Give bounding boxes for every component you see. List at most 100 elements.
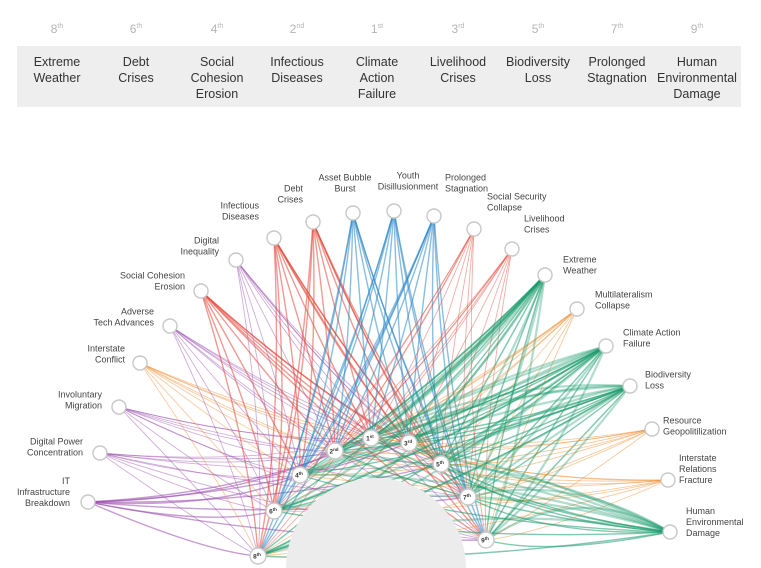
link-bundle-ew-rank-6: [273, 274, 546, 513]
outer-node-label-hed: Human Environmental Damage: [686, 506, 744, 538]
link-dc-to-rank-3: [312, 221, 410, 444]
link-bundle-hed-rank-5: [440, 462, 671, 533]
link-rg-to-rank-7: [467, 428, 653, 498]
link-dpc-to-rank-2: [99, 450, 336, 463]
link-ic-to-rank-2: [139, 362, 336, 452]
inner-node-rank-label: 2nd: [329, 447, 338, 456]
header-rank-4: 2nd: [289, 22, 305, 36]
link-dpc-to-rank-8: [99, 452, 259, 557]
header-label-row: Extreme Weather Debt Crises Social Cohesio…: [17, 46, 741, 107]
link-ssc-to-rank-9: [470, 228, 487, 541]
link-bundle-bl-rank-6: [273, 384, 631, 513]
header-rank-8: 7th: [610, 22, 624, 36]
header-risk-label-7: Biodiversity Loss: [506, 55, 570, 85]
link-rg-to-rank-3: [408, 428, 653, 448]
outer-node-label-bl: Biodiversity Loss: [645, 370, 692, 391]
link-bundle-caf-rank-1: [370, 344, 607, 439]
header-risk-label-1: Extreme Weather: [33, 55, 81, 85]
inner-node-rank-1: 1st: [362, 429, 380, 447]
link-abb-to-rank-6: [273, 212, 354, 512]
link-ic-to-rank-6: [139, 362, 275, 512]
link-ew-to-rank-1: [370, 274, 546, 439]
link-ata-to-rank-8: [169, 325, 259, 557]
link-irf-to-rank-4: [299, 474, 669, 489]
link-dc-to-rank-6: [273, 221, 314, 512]
inner-node-rank-label: 3rd: [404, 439, 412, 448]
link-lc-to-rank-9: [484, 248, 513, 541]
link-ssc-to-rank-3: [408, 228, 475, 444]
link-ata-to-rank-4: [169, 325, 301, 476]
link-bundle-ew-rank-5: [440, 274, 547, 465]
link-bundle-caf-rank-7: [467, 345, 607, 498]
outer-node-label-mc: Multilateralism Collapse: [595, 290, 653, 311]
link-im-to-rank-5: [118, 406, 442, 465]
header-risk-label-3: Social Cohesion Erosion: [190, 55, 244, 101]
link-bundle-bl-rank-7: [467, 385, 631, 498]
link-dc-to-rank-9: [312, 221, 487, 541]
inner-semicircle: [286, 478, 466, 568]
link-dc-to-rank-8: [257, 221, 314, 557]
link-id-to-rank-1: [273, 237, 372, 439]
outer-node-ic: [132, 355, 148, 371]
header-rank-1: 8th: [50, 22, 64, 36]
link-bl-to-rank-9: [485, 385, 631, 541]
header-risk-label-2: Debt Crises: [118, 55, 154, 85]
outer-node-ssc: [466, 221, 482, 237]
nodes-layer: 8th 6th 4th 2nd 1st 3rd 5th 7th 9th: [80, 203, 678, 565]
link-caf-to-rank-4: [299, 345, 607, 476]
link-irf-to-rank-9: [485, 479, 669, 541]
link-hed-to-rank-5: [440, 463, 671, 533]
link-lc-to-rank-8: [257, 248, 513, 557]
link-ssc-to-rank-8: [257, 228, 475, 557]
outer-node-bl: [622, 378, 638, 394]
outer-node-hed: [662, 524, 678, 540]
link-bundle-caf-rank-3: [408, 344, 607, 444]
inner-node-rank-7: 7th: [459, 488, 477, 506]
link-dpc-to-rank-3: [99, 442, 410, 460]
link-bl-to-rank-3: [408, 385, 631, 444]
link-bundle-ew-rank-7: [467, 274, 547, 498]
link-ps-to-rank-4: [299, 215, 435, 476]
link-bl-to-rank-5: [440, 385, 631, 465]
link-bundle-bl-rank-1: [370, 383, 631, 439]
link-dpc-to-rank-1: [99, 437, 372, 458]
outer-node-sce: [193, 283, 209, 299]
outer-node-ps: [426, 208, 442, 224]
link-ssc-to-rank-4: [299, 228, 475, 476]
outer-node-rg: [644, 421, 660, 437]
link-dc-to-rank-2: [312, 221, 336, 452]
link-bundle-caf-rank-6: [273, 345, 607, 513]
link-dc-to-rank-1: [312, 221, 372, 439]
header-rank-row: 8th 6th 4th 2nd 1st 3rd 5th 7th 9th: [17, 18, 741, 44]
link-bundle-hed-rank-2: [334, 449, 671, 534]
link-dpc-to-rank-4: [99, 452, 301, 478]
outer-node-im: [111, 399, 127, 415]
header-rank-5: 1st: [370, 22, 384, 36]
link-bundle-ew-rank-2: [334, 274, 546, 452]
link-ata-to-rank-1: [169, 325, 372, 439]
link-bundle-hed-rank-3: [408, 441, 671, 533]
links-layer: [87, 210, 671, 559]
outer-node-label-irf: Interstate Relations Fracture: [679, 453, 717, 485]
link-bundle-hed-rank-7: [467, 488, 671, 533]
link-di-to-rank-3: [235, 259, 410, 444]
link-lc-to-rank-1: [370, 248, 513, 439]
outer-node-label-im: Involuntary Migration: [58, 390, 103, 411]
outer-node-dpc: [92, 445, 108, 461]
link-di-to-rank-6: [235, 259, 275, 512]
inner-node-rank-8: 8th: [249, 547, 267, 565]
link-ps-to-rank-1: [370, 215, 435, 439]
link-im-to-rank-6: [118, 406, 275, 512]
link-yd-to-rank-3: [393, 210, 410, 444]
inner-node-rank-label: 6th: [269, 507, 277, 516]
link-dc-to-rank-4: [299, 221, 315, 476]
link-ps-to-rank-2: [334, 215, 435, 452]
outer-node-label-sce: Social Cohesion Erosion: [120, 271, 185, 292]
outer-node-label-di: Digital Inequality: [180, 236, 219, 257]
link-bundle-caf-rank-5: [440, 345, 607, 465]
link-bundle-bl-rank-4: [299, 384, 631, 477]
outer-node-dc: [305, 214, 321, 230]
outer-node-irf: [660, 472, 676, 488]
link-it-to-rank-8: [87, 501, 259, 557]
